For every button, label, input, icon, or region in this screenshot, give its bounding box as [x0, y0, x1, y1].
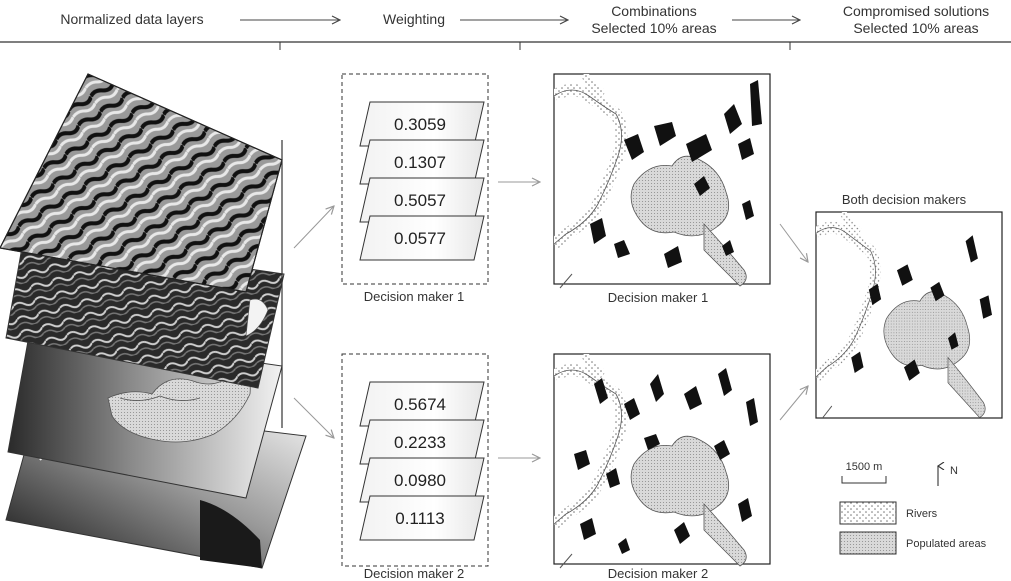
weighting-caption: Decision maker 1 — [364, 289, 464, 304]
compromise-caption: Both decision makers — [842, 192, 967, 207]
legend: Rivers Populated areas — [839, 501, 987, 555]
weighting-box-dm1: 0.3059 0.1307 0.5057 0.0577 Decision mak… — [341, 73, 489, 304]
weight-plate: 0.2233 — [359, 419, 485, 465]
step-normalized-data-layers: Normalized data layers — [60, 11, 203, 27]
weight-plate: 0.1307 — [359, 139, 485, 185]
weight-value: 0.0577 — [394, 229, 446, 248]
weighting-box-dm2: 0.5674 0.2233 0.0980 0.1113 Decision mak… — [341, 353, 489, 581]
step-compromised-solutions-sub: Selected 10% areas — [853, 20, 978, 36]
step-combinations-sub: Selected 10% areas — [591, 20, 716, 36]
flow-arrow — [779, 223, 808, 262]
combination-caption: Decision maker 1 — [608, 290, 708, 305]
legend-item-populated: Populated areas — [839, 531, 987, 555]
weight-plate: 0.5674 — [359, 381, 485, 427]
weight-plate: 0.3059 — [359, 101, 485, 147]
weighting-caption: Decision maker 2 — [364, 566, 464, 581]
legend-label-rivers: Rivers — [906, 508, 938, 520]
layer-terrain-relief — [0, 73, 283, 293]
weight-plate: 0.0980 — [359, 457, 485, 503]
flow-arrow — [293, 206, 334, 249]
weight-value: 0.5057 — [394, 191, 446, 210]
normalized-layer-stack — [0, 73, 307, 569]
weight-value: 0.3059 — [394, 115, 446, 134]
step-combinations: Combinations — [611, 3, 697, 19]
legend-label-populated: Populated areas — [906, 538, 987, 550]
weight-value: 0.1113 — [395, 509, 444, 528]
flow-arrow — [293, 397, 334, 438]
weight-plate: 0.5057 — [359, 177, 485, 223]
flow-arrow — [779, 386, 808, 421]
combination-map-dm1: Decision maker 1 — [553, 73, 771, 305]
step-weighting: Weighting — [383, 11, 445, 27]
combination-caption: Decision maker 2 — [608, 566, 708, 581]
north-label: N — [950, 465, 958, 477]
populated-swatch-icon — [839, 531, 897, 555]
weight-plate: 0.0577 — [359, 215, 485, 261]
weight-plate: 0.1113 — [359, 495, 485, 541]
step-compromised-solutions: Compromised solutions — [843, 3, 989, 19]
scale-bar-icon: 1500 m — [841, 461, 887, 484]
weight-value: 0.2233 — [394, 433, 446, 452]
combination-map-dm2: Decision maker 2 — [553, 353, 771, 581]
compromise-map — [815, 211, 1003, 419]
north-arrow-icon: N — [938, 465, 958, 486]
workflow-header: Normalized data layers Weighting Combina… — [0, 3, 1011, 50]
weight-value: 0.0980 — [394, 471, 446, 490]
weight-value: 0.1307 — [394, 153, 446, 172]
rivers-swatch-icon — [839, 501, 897, 525]
legend-item-rivers: Rivers — [839, 501, 938, 525]
scale-label: 1500 m — [846, 461, 883, 473]
weight-value: 0.5674 — [394, 395, 446, 414]
